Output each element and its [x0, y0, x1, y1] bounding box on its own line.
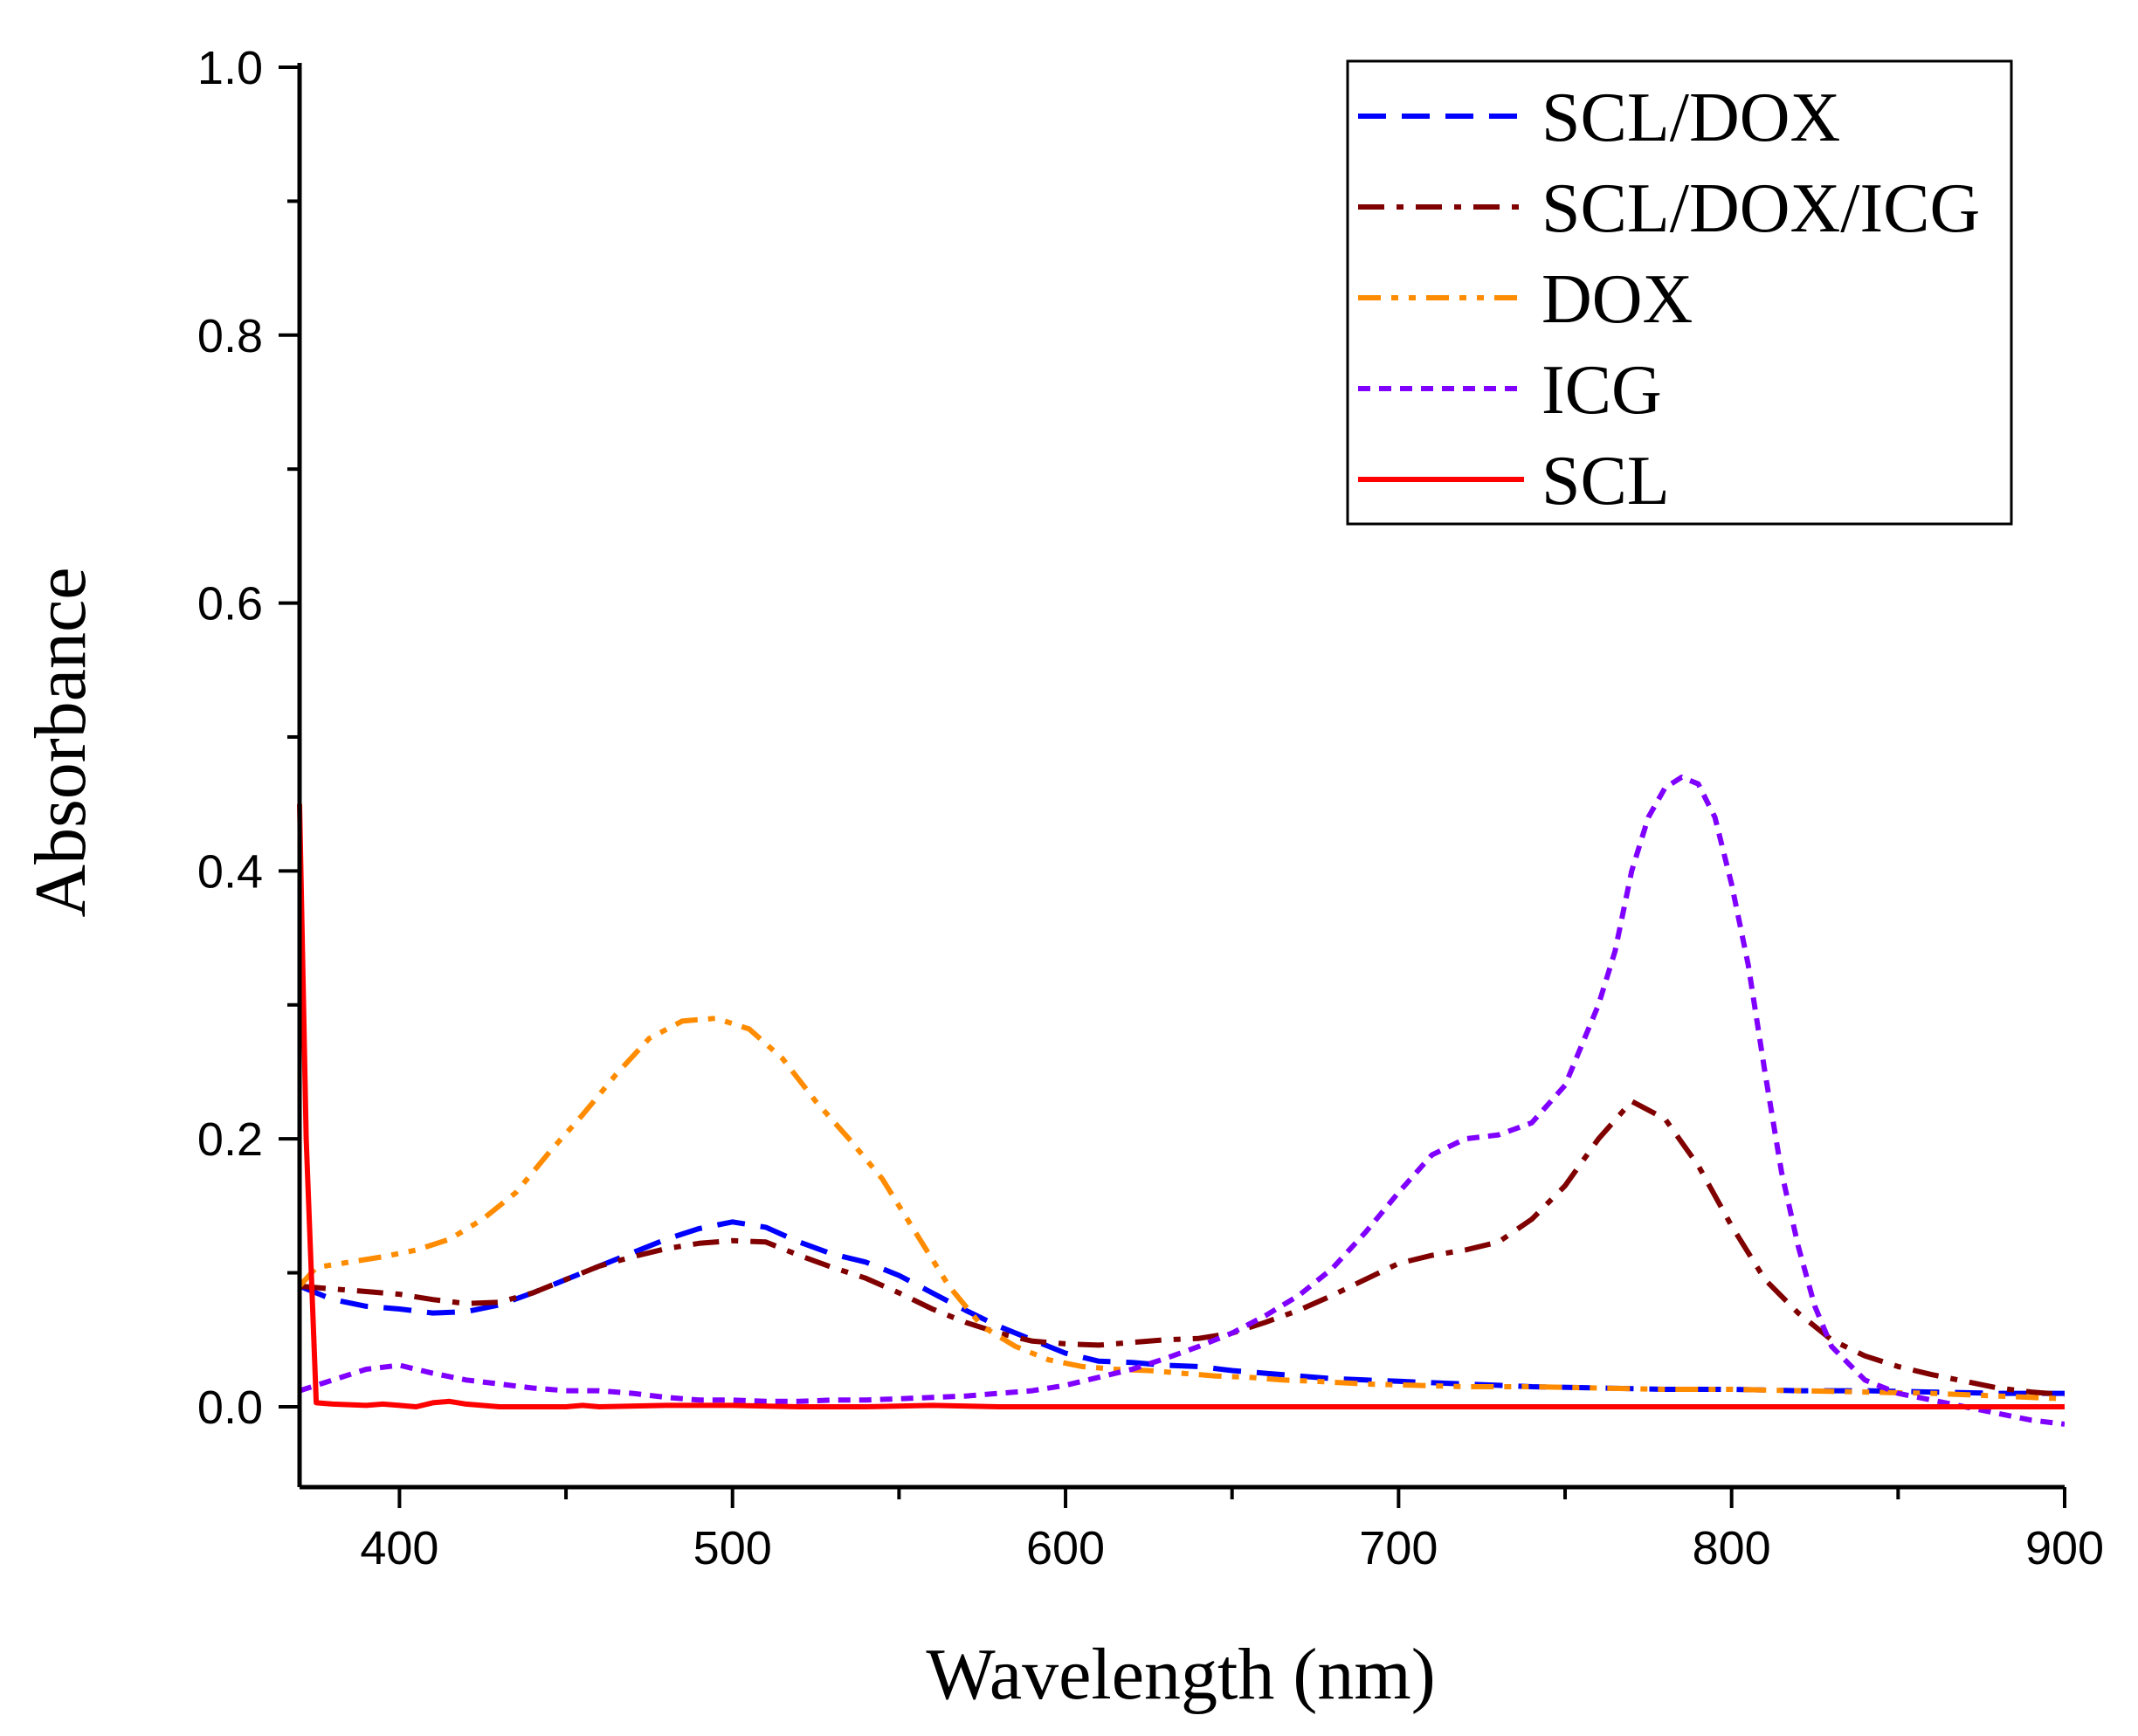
ticks: 400 500 600 700 800 900 0.0 0.2 0.4 0.6 0.8 1.0 — [197, 42, 2104, 1574]
y-tick-label: 0.4 — [197, 845, 263, 898]
series-line-scl-dox-icg — [299, 1099, 2065, 1398]
x-tick-label: 900 — [2025, 1522, 2104, 1574]
y-tick-label: 0.0 — [197, 1381, 263, 1434]
legend-label: DOX — [1541, 261, 1693, 338]
legend-label: SCL/DOX — [1541, 79, 1840, 156]
series-line-scl — [297, 803, 2065, 1409]
axes — [297, 63, 2065, 1490]
x-tick-label: 500 — [693, 1522, 772, 1574]
series-line-icg — [299, 775, 2065, 1427]
legend-box — [1346, 59, 2013, 526]
x-tick-label: 800 — [1693, 1522, 1771, 1574]
series-line-scl-dox — [298, 1219, 2065, 1396]
x-axis-title: Wavelength (nm) — [926, 1634, 1435, 1715]
x-tick-label: 600 — [1026, 1522, 1105, 1574]
y-tick-label: 0.8 — [197, 310, 263, 362]
series-layer — [297, 775, 2065, 1427]
x-tick-label: 700 — [1359, 1522, 1438, 1574]
legend-label: SCL — [1541, 443, 1670, 520]
legend-label: SCL/DOX/ICG — [1541, 170, 1980, 247]
x-tick-label: 400 — [360, 1522, 438, 1574]
y-axis-title: Absorbance — [20, 567, 101, 917]
y-tick-label: 0.6 — [197, 578, 263, 630]
legend-label: ICG — [1541, 352, 1662, 429]
legend: SCL/DOX SCL/DOX/ICG DOX ICG SCL — [1346, 59, 2013, 526]
y-tick-label: 1.0 — [197, 42, 263, 94]
series-line-dox — [297, 1016, 2065, 1402]
y-tick-label: 0.2 — [197, 1113, 263, 1166]
